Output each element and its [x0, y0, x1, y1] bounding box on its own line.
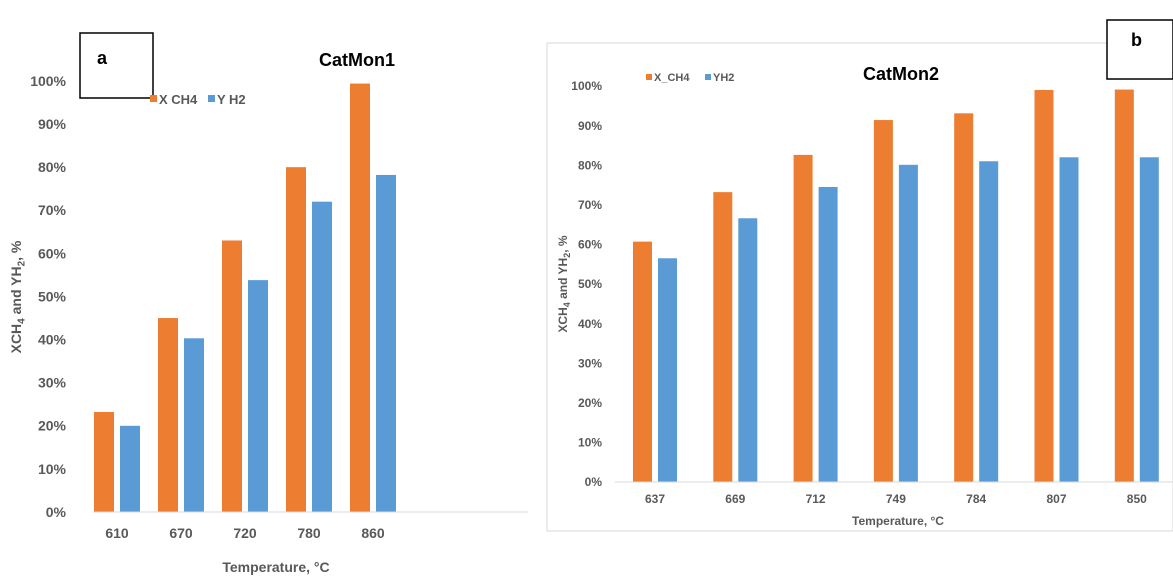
y-tick-label: 10%: [38, 461, 67, 477]
y-tick-label: 60%: [38, 245, 67, 261]
x-tick-label: 807: [1046, 492, 1066, 506]
bar-y-h2-720: [248, 280, 268, 512]
x-tick-label: 637: [645, 492, 665, 506]
bar-y-h2-807: [1059, 157, 1079, 482]
bar-y-h2-749: [898, 164, 918, 482]
y-tick-label: 10%: [578, 436, 602, 450]
bar-y-h2-637: [658, 258, 677, 482]
x-tick-label: 850: [1127, 492, 1147, 506]
y-tick-label: 30%: [578, 356, 602, 370]
y-tick-label: 40%: [578, 317, 602, 331]
legend-label-y-h2-a: Y H2: [217, 92, 246, 107]
y-axis-label-a: XCH4 and YH2, %: [8, 240, 28, 353]
x-axis-label-b: Temperature, °C: [852, 514, 944, 528]
y-tick-labels-a: 0% 10% 20% 30% 40% 50% 60% 70% 80% 90% 100%: [30, 73, 66, 520]
y-axis-label-b: XCH4 and YH2, %: [556, 235, 572, 333]
bar-y-h2-712: [818, 186, 838, 483]
legend-a: X CH4 Y H2: [150, 92, 246, 107]
y-tick-label: 80%: [38, 159, 67, 175]
y-tick-label: 100%: [30, 73, 66, 89]
x-tick-label: 720: [233, 525, 257, 541]
bar-x-ch4-712: [793, 154, 813, 483]
x-tick-label: 712: [806, 492, 826, 506]
bar-x-ch4-807: [1034, 89, 1054, 483]
chart-title-b: CatMon2: [863, 64, 939, 84]
x-tick-label: 780: [297, 525, 321, 541]
y-tick-label: 80%: [578, 158, 602, 172]
bar-x-ch4-780: [286, 167, 306, 512]
y-tick-label: 0%: [46, 504, 67, 520]
x-tick-label: 670: [169, 525, 193, 541]
bar-x-ch4-850: [1114, 89, 1134, 483]
y-tick-label: 70%: [578, 198, 602, 212]
y-tick-label: 20%: [38, 418, 67, 434]
panel-label-box-b: [1106, 19, 1173, 80]
legend-b: X_CH4 YH2: [646, 72, 734, 84]
y-tick-label: 90%: [38, 116, 67, 132]
bar-y-h2-784: [979, 161, 999, 483]
panel-label-a: a: [97, 48, 108, 68]
panel-label-b: b: [1131, 30, 1142, 50]
legend-label-x-ch4-a: X CH4: [159, 92, 198, 107]
y-tick-label: 90%: [578, 119, 602, 133]
chart-title-a: CatMon1: [319, 50, 395, 70]
bar-y-h2-850: [1139, 157, 1159, 482]
legend-label-y-h2-b: YH2: [713, 72, 734, 84]
bar-y-h2-610: [120, 425, 140, 512]
y-tick-label: 30%: [38, 375, 67, 391]
bar-y-h2-670: [184, 338, 204, 512]
x-tick-labels-a: 610 670 720 780 860: [105, 525, 385, 541]
y-tick-label: 0%: [585, 475, 603, 489]
bar-x-ch4-670: [158, 318, 178, 512]
bar-x-ch4-720: [222, 240, 242, 512]
bars-a: [94, 83, 396, 512]
x-axis-label-a: Temperature, °C: [222, 559, 329, 575]
legend-swatch-x-ch4-a: [150, 95, 157, 102]
legend-swatch-y-h2-a: [208, 95, 215, 102]
legend-swatch-y-h2-b: [705, 74, 711, 80]
y-tick-label: 70%: [38, 202, 67, 218]
y-tick-label: 60%: [578, 238, 602, 252]
x-tick-labels-b: 637 669 712 749 784 807 850: [645, 492, 1147, 506]
bar-x-ch4-860: [350, 83, 370, 512]
x-tick-label: 669: [725, 492, 745, 506]
x-tick-label: 784: [966, 492, 986, 506]
bar-x-ch4-749: [873, 120, 893, 482]
panel-label-box-a: [79, 32, 154, 99]
bars-b: [633, 89, 1159, 483]
legend-swatch-x-ch4-b: [646, 74, 652, 80]
y-tick-label: 100%: [571, 79, 602, 93]
chart-panel-a: a CatMon1 0% 10% 20% 30% 40% 50% 60% 70% 80% 90% 1…: [8, 32, 528, 575]
x-tick-label: 610: [105, 525, 129, 541]
bar-y-h2-780: [312, 201, 332, 512]
bar-x-ch4-610: [94, 412, 114, 512]
bar-x-ch4-669: [713, 192, 733, 483]
legend-label-x-ch4-b: X_CH4: [654, 72, 690, 84]
bar-y-h2-860: [376, 174, 396, 512]
bar-y-h2-669: [738, 218, 758, 482]
chart-panel-b: b CatMon2 0% 10% 20% 30% 40% 50% 60% 70% 80% 90% 1…: [556, 19, 1173, 528]
x-tick-label: 749: [886, 492, 906, 506]
x-tick-label: 860: [361, 525, 385, 541]
y-tick-label: 50%: [38, 288, 67, 304]
y-tick-label: 50%: [578, 277, 602, 291]
bar-x-ch4-784: [954, 113, 974, 482]
y-tick-label: 20%: [578, 396, 602, 410]
y-tick-labels-b: 0% 10% 20% 30% 40% 50% 60% 70% 80% 90% 100%: [571, 79, 602, 489]
y-tick-label: 40%: [38, 332, 67, 348]
bar-x-ch4-637: [633, 241, 652, 482]
